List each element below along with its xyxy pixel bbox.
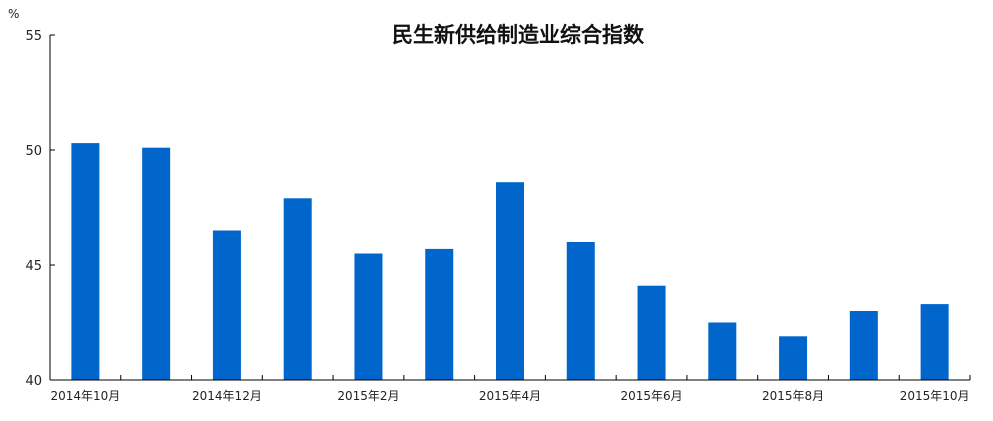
bar: 2014年11月: 50.1: [142, 147, 171, 380]
x-tick-label: 2015年8月: [762, 389, 824, 403]
x-tick-label: 2015年4月: [479, 389, 541, 403]
y-tick-label: 55: [25, 29, 42, 44]
x-tick-label: 2015年6月: [620, 389, 682, 403]
y-axis: 40 45 50 55: [25, 29, 55, 389]
bar: 2014年10月: 50.3: [71, 143, 100, 380]
x-tick-label: 2014年12月: [192, 389, 262, 403]
bar: 2015年9月: 43: [849, 311, 878, 380]
bar: 2015年5月: 46: [566, 242, 595, 380]
chart-title: 民生新供给制造业综合指数: [392, 23, 645, 47]
bar: 2014年12月: 46.5: [212, 230, 241, 380]
bar: 2015年3月: 45.7: [425, 248, 454, 380]
x-tick-label: 2014年10月: [50, 389, 120, 403]
bar: 2015年1月: 47.9: [283, 198, 312, 380]
x-tick-label: 2015年10月: [900, 389, 970, 403]
bar-series: 2014年10月: 50.3 2014年11月: 50.1 2014年12月: 46…: [71, 143, 949, 380]
bar: 2015年2月: 45.5: [354, 253, 383, 380]
x-tick-label: 2015年2月: [337, 389, 399, 403]
bar: 2015年7月: 42.5: [708, 322, 737, 380]
y-tick-label: 45: [25, 259, 42, 274]
y-axis-unit-label: %: [8, 7, 19, 21]
bar: 2015年10月: 43.3: [920, 304, 949, 380]
y-tick-label: 50: [25, 144, 42, 159]
y-tick-label: 40: [25, 374, 42, 389]
bar: 2015年4月: 48.6: [496, 182, 524, 380]
x-axis: 2014年10月 2014年12月 2015年2月 2015年4月 2015年6月 201…: [49, 375, 971, 403]
bar: 2015年6月: 44.1: [637, 285, 666, 380]
bar: 2015年8月: 41.9: [779, 336, 808, 380]
